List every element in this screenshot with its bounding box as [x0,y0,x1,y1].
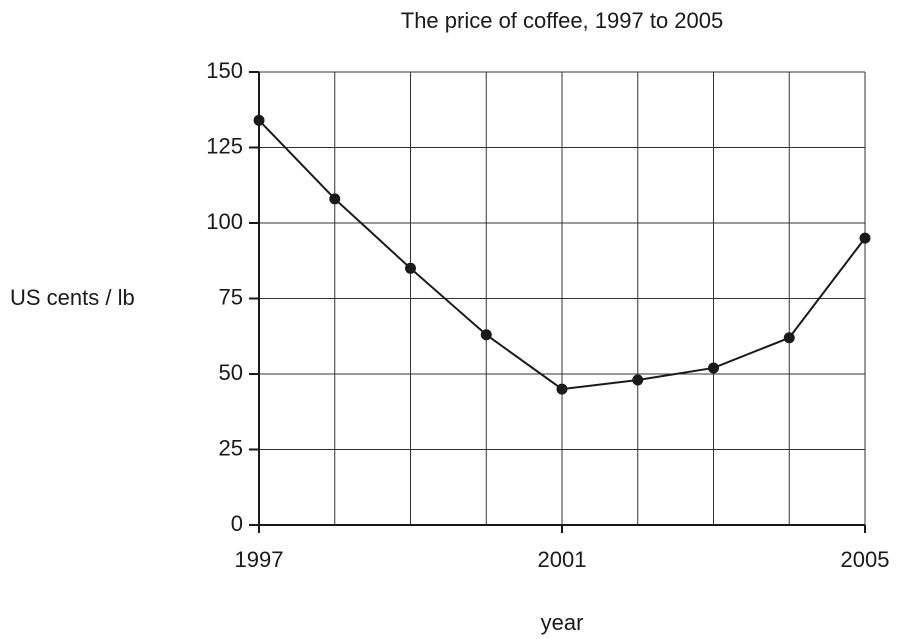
data-point [329,193,341,205]
x-tick-label: 2005 [841,547,890,572]
data-point [859,232,871,244]
y-tick-label: 150 [206,58,243,83]
data-point [405,262,416,274]
data-point [253,114,265,126]
x-tick-label: 2001 [538,547,587,572]
y-tick-label: 50 [219,360,243,385]
x-tick-label: 1997 [235,547,284,572]
y-tick-label: 125 [206,133,243,158]
y-tick-label: 0 [231,511,243,536]
data-point [556,383,568,395]
y-tick-label: 100 [206,209,243,234]
chart-title: The price of coffee, 1997 to 2005 [401,8,724,33]
y-tick-label: 25 [219,435,243,460]
y-axis-label: US cents / lb [10,285,135,310]
y-tick-label: 75 [219,284,243,309]
data-point [632,374,644,386]
x-axis-label: year [541,610,584,635]
data-point [783,332,795,344]
data-point [708,362,719,374]
data-point [480,329,492,341]
